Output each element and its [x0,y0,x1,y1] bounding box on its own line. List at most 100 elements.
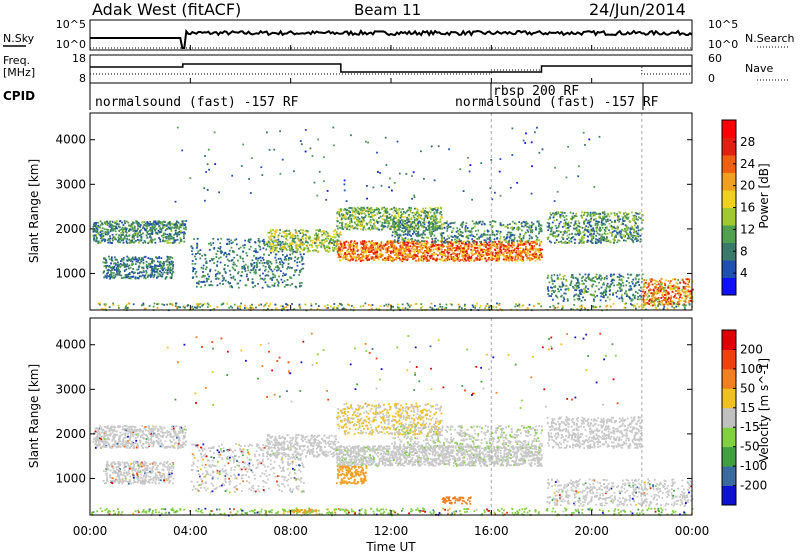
range-cell [282,262,285,265]
range-cell [239,279,242,282]
range-cell [102,238,105,241]
range-cell [346,228,348,230]
range-cell [425,236,428,239]
range-cell [159,240,162,243]
range-cell [366,210,369,212]
range-cell [435,253,438,256]
range-cell [110,262,112,265]
range-cell [508,239,511,242]
range-cell [475,241,478,243]
range-cell [133,235,135,238]
range-cell [398,224,401,226]
range-cell [371,208,374,211]
range-cell [273,230,276,233]
range-cell [638,212,641,215]
range-cell [166,239,169,242]
range-cell [488,257,490,259]
range-cell [625,224,628,227]
range-cell [228,282,230,285]
range-cell [525,231,527,234]
range-cell [589,215,592,217]
range-cell [339,255,342,258]
range-cell [353,241,356,244]
range-cell [559,211,562,214]
range-cell [177,221,180,224]
range-cell [381,221,384,224]
range-cell [509,237,512,240]
range-cell [426,250,428,253]
range-cell [373,242,376,245]
range-cell [520,222,523,224]
range-cell [499,235,502,238]
range-cell [119,238,122,240]
range-cell [395,247,398,250]
range-cell [274,266,277,269]
range-cell [529,248,531,251]
range-cell [502,248,505,250]
range-cell [472,227,475,229]
range-cell [390,245,393,248]
range-cell [412,240,414,243]
range-cell [515,254,518,257]
range-cell [452,222,455,224]
range-cell [495,243,498,245]
range-cell [205,260,208,263]
range-cell [409,224,412,227]
range-cell [407,245,409,248]
range-cell [493,238,496,241]
range-cell [381,206,384,209]
range-cell [356,227,359,230]
range-cell [434,240,437,243]
range-cell [346,213,349,216]
range-cell [455,241,457,244]
range-cell [122,237,125,240]
range-cell [629,228,632,231]
range-cell [203,275,205,278]
range-cell [128,277,130,279]
range-cell [320,242,323,244]
range-cell [354,222,357,225]
range-cell [497,254,499,257]
range-cell [487,258,490,261]
range-cell [585,225,588,227]
range-cell [519,250,522,252]
range-cell [506,245,508,248]
range-cell [425,226,427,229]
range-cell [398,223,400,225]
range-cell [170,276,173,278]
range-cell [493,245,496,248]
range-cell [109,277,111,280]
range-cell [131,228,134,230]
range-cell [535,228,537,231]
range-cell [315,238,318,240]
range-cell [291,235,294,238]
range-cell [151,241,153,244]
range-cell [439,212,441,215]
range-cell [158,265,161,267]
range-cell [368,221,371,224]
range-cell [381,246,383,249]
range-cell [153,266,156,269]
range-cell [391,244,393,246]
range-cell [179,225,182,228]
range-cell [451,231,453,234]
range-cell [259,256,262,259]
range-cell [103,228,106,231]
range-cell [442,251,445,254]
range-cell [373,221,376,224]
range-cell [121,234,124,236]
range-cell [138,272,141,274]
range-cell [583,223,585,225]
range-cell [393,245,396,248]
range-cell [556,212,558,215]
range-cell [289,257,291,259]
range-cell [156,268,159,271]
range-cell [450,248,452,251]
range-cell [298,239,300,242]
range-cell [554,224,557,227]
range-cell [179,238,182,241]
range-cell [424,233,426,236]
range-cell [161,273,164,276]
range-cell [499,222,502,224]
range-cell [262,259,265,261]
